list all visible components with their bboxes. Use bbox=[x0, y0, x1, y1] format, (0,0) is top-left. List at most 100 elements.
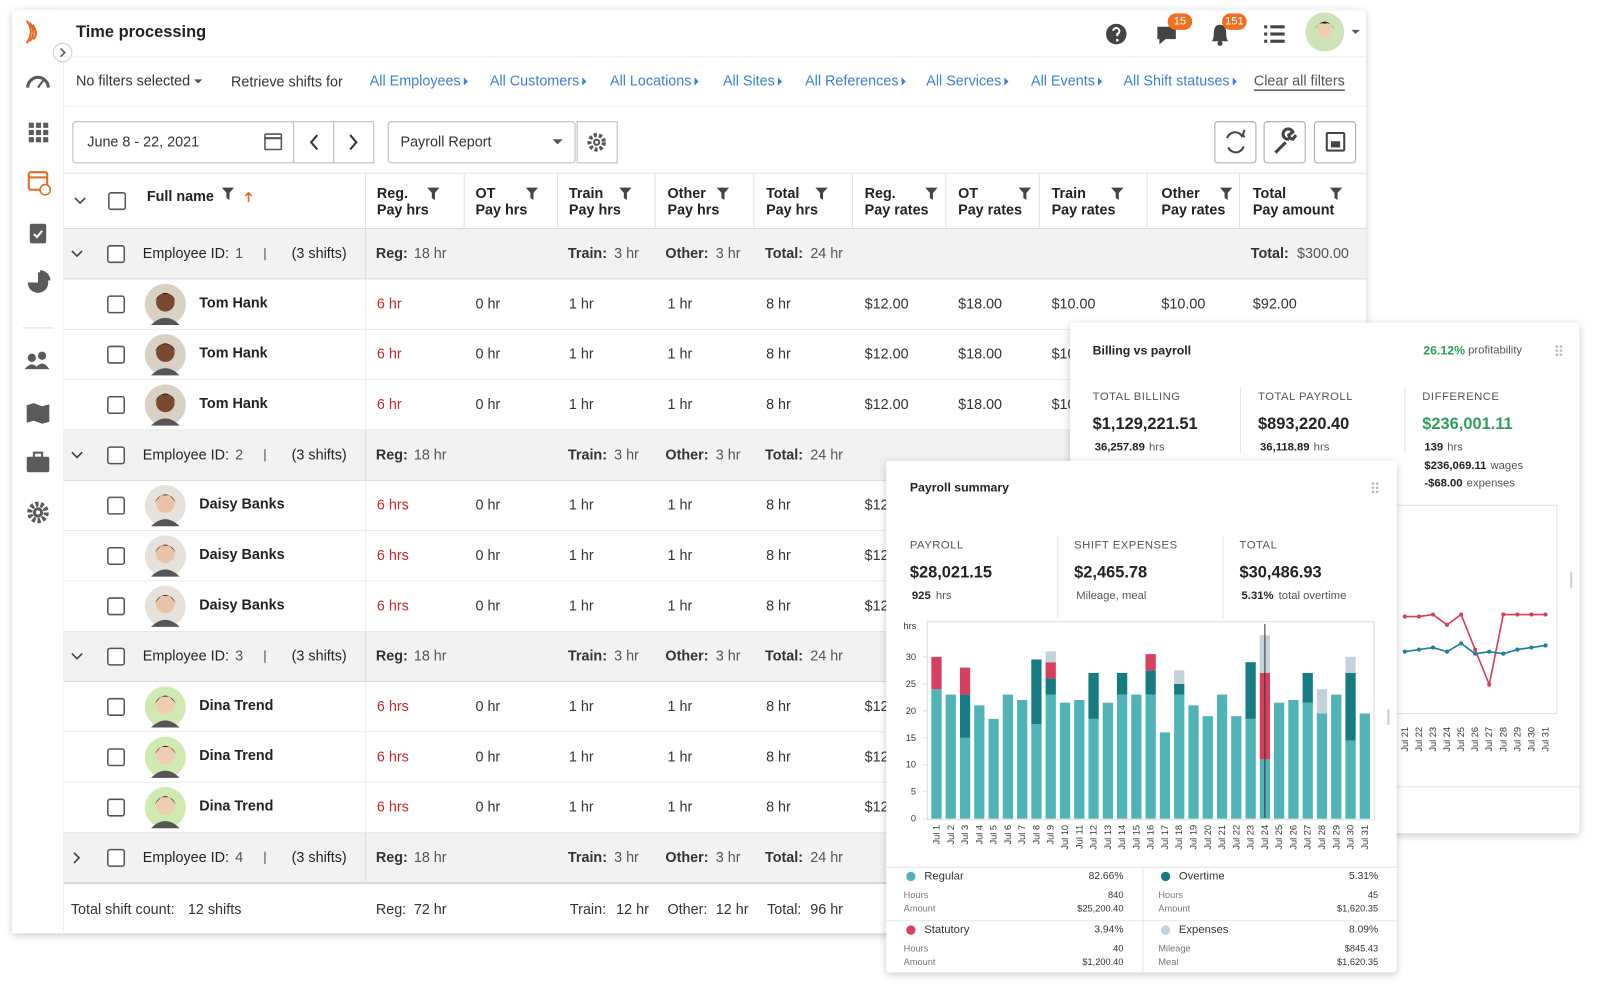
date-range-value[interactable]: June 8 - 22, 2021 bbox=[87, 134, 199, 150]
filter-link[interactable]: All Locations bbox=[610, 73, 691, 89]
filter-link-arrow bbox=[1232, 77, 1237, 86]
x-tick-label: Jul 13 bbox=[1103, 825, 1113, 850]
cell-value: 1 hr bbox=[668, 548, 693, 564]
column-header: Pay rates bbox=[1161, 202, 1225, 218]
stat-unit: hrs bbox=[1149, 441, 1165, 453]
column-filter-icon bbox=[1219, 187, 1233, 201]
badge-count: 15 bbox=[1174, 16, 1187, 28]
filter-link[interactable]: All Shift statuses bbox=[1123, 73, 1229, 89]
cell-value: 1 hr bbox=[668, 296, 693, 312]
summary-label: Total: bbox=[1251, 246, 1289, 262]
legend-name[interactable]: Regular bbox=[924, 870, 964, 882]
legend-name[interactable]: Expenses bbox=[1179, 924, 1229, 936]
summary-value: 24 hr bbox=[810, 447, 843, 463]
cell-value: $10.00 bbox=[1052, 296, 1096, 312]
row-checkbox bbox=[107, 647, 126, 666]
stat-note: Mileage, meal bbox=[1076, 590, 1146, 602]
filter-link[interactable]: All Services bbox=[926, 73, 1001, 89]
summary-value: 18 hr bbox=[414, 649, 447, 665]
list-icon-dot bbox=[1264, 39, 1268, 43]
cell-value: 0 hr bbox=[475, 296, 500, 312]
column-header: Pay hrs bbox=[569, 202, 621, 218]
cell-value: 0 hr bbox=[475, 598, 500, 614]
cell-value: 1 hr bbox=[569, 498, 594, 514]
filter-link[interactable]: All Events bbox=[1031, 73, 1095, 89]
filter-link[interactable]: All Customers bbox=[490, 73, 579, 89]
cell-value: 6 hr bbox=[377, 296, 402, 312]
calendar-clock bbox=[39, 183, 52, 196]
bar-segment bbox=[1031, 659, 1042, 725]
legend-name[interactable]: Statutory bbox=[924, 924, 969, 936]
cell-value: 0 hr bbox=[475, 800, 500, 816]
clear-filters-link[interactable]: Clear all filters bbox=[1254, 73, 1345, 89]
column-filter-icon bbox=[925, 187, 938, 201]
cell-value: 1 hr bbox=[569, 598, 594, 614]
column-filter-icon bbox=[1111, 187, 1124, 201]
grid-icon-cell bbox=[28, 137, 34, 143]
x-tick-label: Jul 22 bbox=[1231, 825, 1241, 850]
x-tick-label: Jul 31 bbox=[1360, 825, 1370, 850]
summary-label: Reg: bbox=[376, 447, 408, 463]
cell-value: 8 hr bbox=[766, 800, 791, 816]
avatar-hair bbox=[155, 494, 176, 503]
list-icon-dot bbox=[1264, 25, 1268, 29]
badge-count: 151 bbox=[1225, 16, 1244, 28]
bar-segment bbox=[1231, 716, 1242, 819]
filter-link-arrow bbox=[1097, 77, 1103, 86]
drag-handle bbox=[1555, 345, 1559, 348]
bar-segment bbox=[1002, 694, 1014, 819]
row-checkbox bbox=[107, 396, 126, 415]
legend-detail-value: $1,620.35 bbox=[1337, 903, 1378, 913]
legend-name[interactable]: Overtime bbox=[1179, 870, 1225, 882]
bar-segment bbox=[1174, 694, 1185, 819]
dashboard-needle bbox=[37, 79, 44, 89]
logo-arc bbox=[31, 24, 37, 41]
filter-link[interactable]: All References bbox=[805, 73, 898, 89]
filter-link[interactable]: All Sites bbox=[723, 73, 775, 89]
filter-status[interactable]: No filters selected bbox=[76, 73, 190, 89]
x-tick-label: Jul 28 bbox=[1498, 727, 1508, 752]
column-header: OT bbox=[958, 186, 978, 202]
column-header: Pay rates bbox=[1052, 202, 1116, 218]
bar-segment bbox=[1302, 673, 1313, 703]
filter-link[interactable]: All Employees bbox=[370, 73, 461, 89]
x-tick-label: Jul 26 bbox=[1470, 727, 1480, 752]
trend-point bbox=[1444, 649, 1450, 654]
bar-segment bbox=[1031, 724, 1042, 819]
people-icon bbox=[27, 353, 36, 362]
grid-icon-cell bbox=[35, 137, 42, 143]
employee-id: 3 bbox=[235, 649, 243, 665]
trend-point bbox=[1487, 649, 1492, 654]
column-filter-icon bbox=[1329, 187, 1343, 201]
summary-value: 18 hr bbox=[414, 850, 447, 866]
summary-label: Train: bbox=[568, 649, 607, 665]
x-tick-label: Jul 23 bbox=[1246, 825, 1256, 850]
cell-value: 6 hrs bbox=[377, 699, 409, 715]
grid-icon-cell bbox=[28, 122, 34, 128]
row-checkbox bbox=[107, 597, 126, 616]
cell-value: 8 hr bbox=[766, 699, 791, 715]
legend-detail-label: Mileage bbox=[1158, 944, 1190, 954]
footer-summary-value: 12 hr bbox=[616, 902, 649, 918]
trend-point bbox=[1430, 612, 1436, 617]
bar-segment bbox=[1045, 662, 1056, 679]
legend-swatch bbox=[906, 925, 916, 935]
profitability-value: 26.12% bbox=[1423, 344, 1465, 358]
row-checkbox bbox=[107, 245, 126, 264]
filter-label: Retrieve shifts for bbox=[231, 74, 343, 90]
summary-value: 3 hr bbox=[614, 850, 639, 866]
user-avatar-face bbox=[1317, 22, 1332, 38]
stat-label: PAYROLL bbox=[910, 539, 964, 551]
row-checkbox bbox=[107, 345, 126, 364]
drag-handle bbox=[1555, 353, 1559, 357]
summary-value: 18 hr bbox=[414, 447, 447, 463]
y-axis-label: hrs bbox=[903, 621, 916, 631]
report-select-value[interactable]: Payroll Report bbox=[400, 134, 491, 150]
bar-segment bbox=[1074, 699, 1085, 819]
avatar-face bbox=[156, 343, 175, 362]
column-header: Total bbox=[766, 186, 799, 202]
avatar-face bbox=[156, 594, 175, 614]
bar-segment bbox=[1059, 702, 1071, 819]
x-tick-label: Jul 11 bbox=[1074, 825, 1084, 849]
avatar-hair bbox=[155, 695, 176, 704]
